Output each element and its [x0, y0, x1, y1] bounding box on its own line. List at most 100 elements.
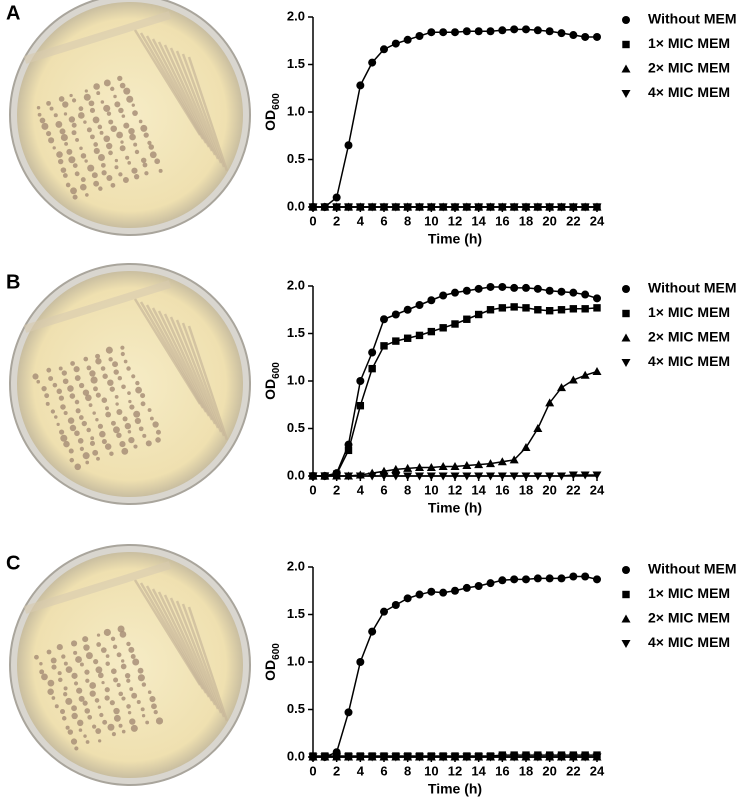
- marker: [509, 203, 519, 212]
- x-tick-label: 10: [424, 213, 438, 228]
- colony: [105, 406, 109, 411]
- x-tick-label: 4: [357, 213, 365, 228]
- marker: [568, 471, 578, 480]
- colony: [141, 714, 146, 718]
- marker: [533, 203, 543, 212]
- marker: [557, 287, 566, 296]
- colony: [61, 716, 67, 721]
- colony: [104, 443, 112, 450]
- marker: [497, 203, 507, 212]
- colony: [112, 644, 118, 650]
- x-tick-label: 6: [380, 482, 387, 497]
- x-tick-label: 14: [471, 482, 486, 497]
- x-tick-label: 8: [404, 763, 411, 778]
- colony: [116, 683, 121, 688]
- colony: [134, 417, 141, 425]
- marker: [450, 753, 460, 762]
- marker: [415, 590, 424, 599]
- colony: [126, 95, 134, 103]
- marker: [462, 583, 471, 592]
- colony: [78, 695, 85, 702]
- marker: [367, 753, 377, 762]
- streak: [151, 307, 211, 417]
- colony: [149, 416, 154, 421]
- colony: [119, 145, 126, 152]
- colony: [76, 687, 83, 694]
- colony: [113, 94, 117, 99]
- series-line: [313, 286, 598, 477]
- colony: [121, 114, 126, 118]
- colony: [90, 376, 98, 384]
- colony: [75, 656, 82, 663]
- marker: [486, 459, 495, 468]
- colony: [60, 434, 68, 442]
- colony: [48, 137, 55, 144]
- colony: [73, 366, 80, 373]
- marker: [510, 303, 518, 311]
- marker: [427, 28, 436, 37]
- colony: [97, 154, 105, 161]
- streak: [157, 591, 214, 702]
- colony: [104, 695, 110, 701]
- colony: [105, 346, 113, 354]
- colony: [128, 399, 132, 404]
- marker: [415, 331, 424, 340]
- marker: [521, 203, 531, 212]
- legend-label: 4× MIC MEM: [648, 353, 730, 369]
- colony: [66, 148, 73, 155]
- colony: [63, 661, 68, 666]
- colony: [123, 87, 131, 95]
- marker: [367, 472, 377, 481]
- colony: [148, 144, 155, 150]
- x-tick-label: 8: [404, 213, 411, 228]
- marker: [521, 753, 531, 762]
- colony: [95, 418, 99, 422]
- colony: [74, 746, 79, 751]
- colony: [145, 720, 150, 725]
- colony: [128, 127, 135, 135]
- colony: [95, 353, 101, 359]
- colony: [155, 429, 161, 435]
- y-tick-label: 1.5: [287, 56, 305, 71]
- marker: [450, 203, 460, 212]
- streak: [23, 11, 172, 64]
- y-tick-label: 0.5: [287, 151, 305, 166]
- colony: [58, 96, 65, 102]
- y-axis-label-subscript: 600: [271, 93, 282, 110]
- colony: [135, 380, 140, 386]
- colony: [89, 690, 96, 697]
- colony: [56, 422, 60, 427]
- colony: [82, 636, 89, 643]
- marker: [332, 193, 341, 202]
- colony: [58, 395, 65, 401]
- colony: [99, 430, 106, 438]
- marker: [439, 291, 448, 300]
- colony: [113, 369, 119, 375]
- legend-marker: [622, 309, 630, 318]
- colony: [57, 671, 62, 676]
- marker: [510, 283, 519, 292]
- marker: [486, 306, 495, 314]
- marker: [557, 306, 566, 314]
- petri-dish-agar: [17, 552, 243, 778]
- colony: [128, 437, 135, 444]
- colony: [81, 420, 87, 427]
- marker: [569, 288, 578, 297]
- colony: [50, 657, 57, 664]
- colony: [88, 403, 93, 408]
- marker: [344, 708, 353, 717]
- colony: [113, 714, 121, 722]
- colony: [112, 361, 119, 368]
- colony: [94, 698, 100, 703]
- marker: [522, 304, 530, 312]
- marker: [403, 472, 413, 481]
- colony: [68, 156, 76, 164]
- colony: [140, 401, 146, 407]
- marker: [451, 288, 459, 297]
- colony: [90, 436, 95, 441]
- colony: [114, 394, 119, 399]
- x-tick-label: 6: [380, 213, 387, 228]
- colony: [52, 382, 58, 388]
- marker: [451, 28, 459, 37]
- colony: [111, 732, 116, 737]
